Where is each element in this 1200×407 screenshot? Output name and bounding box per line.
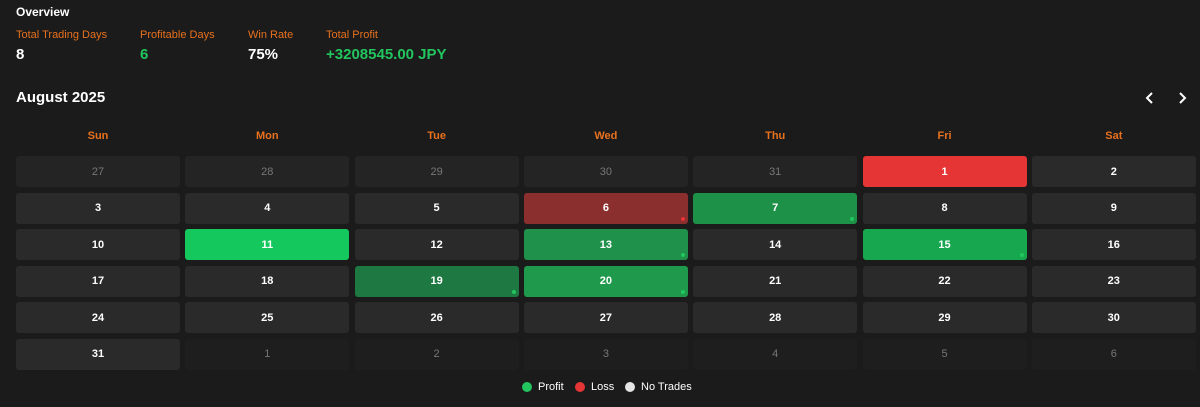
day-cell: 27 [16,156,180,187]
day-cell[interactable]: 1 [862,156,1027,187]
overview-title: Overview [16,5,70,19]
day-cell[interactable]: 18 [185,265,350,297]
day-cell: 30 [523,156,688,187]
day-cell[interactable]: 5 [354,192,519,224]
trade-indicator [680,253,685,257]
legend-label: Profit [538,381,564,393]
day-cell[interactable]: 20 [523,265,688,297]
day-cell[interactable]: 25 [185,302,350,333]
trade-indicator [511,289,516,294]
stat-value: 6 [140,46,149,63]
day-cell[interactable]: 14 [693,229,858,260]
day-cell: 4 [693,338,858,370]
day-cell: 31 [693,156,858,187]
trade-indicator [680,289,685,294]
trade-indicator [1019,253,1024,257]
day-cell[interactable]: 24 [16,302,180,333]
day-cell[interactable]: 22 [862,265,1027,297]
prev-month[interactable] [1140,88,1160,108]
next-month[interactable] [1172,88,1192,108]
stat-value: 75% [248,46,279,63]
day-cell[interactable]: 27 [523,302,688,333]
day-cell[interactable]: 16 [1031,229,1196,260]
weekday-label: Sun [87,130,109,142]
day-cell[interactable]: 13 [523,229,688,260]
stat-label: Profitable Days [140,29,215,41]
legend-label: No Trades [641,381,692,393]
day-cell[interactable]: 26 [354,302,519,333]
day-cell: 3 [523,338,688,370]
day-cell[interactable]: 21 [693,265,858,297]
day-cell[interactable]: 31 [16,338,180,370]
day-cell: 6 [1031,338,1196,370]
day-cell[interactable]: 7 [693,192,858,224]
legend-dot [522,382,532,392]
day-cell[interactable]: 2 [1031,156,1196,187]
day-cell[interactable]: 12 [354,229,519,260]
day-cell[interactable]: 23 [1031,265,1196,297]
day-cell[interactable]: 4 [185,192,350,224]
day-cell[interactable]: 8 [862,192,1027,224]
day-cell[interactable]: 11 [185,229,350,260]
trade-indicator [680,216,685,221]
weekday-label: Tue [427,130,446,142]
day-cell[interactable]: 10 [16,229,180,260]
stat-label: Total Profit [326,29,378,41]
day-cell: 2 [354,338,519,370]
day-cell[interactable]: 6 [523,192,688,224]
day-cell[interactable]: 15 [862,229,1027,260]
day-cell[interactable]: 29 [862,302,1027,333]
weekday-label: Mon [255,130,279,142]
day-cell: 28 [185,156,350,187]
day-cell: 5 [862,338,1027,370]
weekday-label: Thu [765,130,786,142]
weekday-label: Wed [594,130,618,142]
stat-value: 8 [16,46,25,63]
day-cell[interactable]: 9 [1031,192,1196,224]
legend-dot [575,382,585,392]
stat-value: +3208545.00 JPY [326,46,447,63]
weekday-label: Sat [1105,130,1123,142]
trade-indicator [850,216,855,221]
month-title: August 2025 [16,89,106,106]
legend-dot [625,382,635,392]
legend-label: Loss [591,381,615,393]
day-cell[interactable]: 3 [16,192,180,224]
stat-label: Total Trading Days [16,29,108,41]
day-cell[interactable]: 19 [354,265,519,297]
day-cell[interactable]: 17 [16,265,180,297]
stat-label: Win Rate [248,29,294,41]
day-cell[interactable]: 30 [1031,302,1196,333]
weekday-label: Fri [937,130,952,142]
day-cell: 1 [185,338,350,370]
day-cell: 29 [354,156,519,187]
day-cell[interactable]: 28 [693,302,858,333]
